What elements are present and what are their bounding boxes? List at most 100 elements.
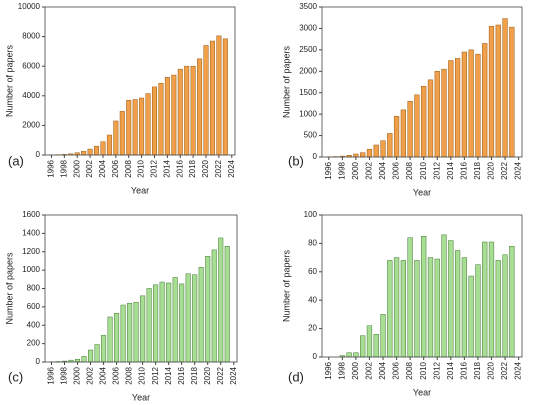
x-tick-label: 2002 bbox=[365, 161, 374, 179]
bar bbox=[114, 313, 120, 363]
bar bbox=[346, 352, 352, 358]
y-tick-label: 1200 bbox=[22, 247, 40, 256]
y-axis-label: Number of papers bbox=[4, 252, 14, 325]
bar bbox=[88, 349, 94, 363]
x-axis-label: Year bbox=[413, 387, 431, 397]
bar bbox=[448, 240, 454, 358]
y-tick-label: 200 bbox=[27, 339, 41, 348]
y-axis-label: Number of papers bbox=[281, 249, 291, 322]
bar bbox=[468, 49, 474, 158]
bar bbox=[177, 68, 183, 156]
y-tick-label: 0 bbox=[36, 150, 41, 159]
bar bbox=[509, 245, 515, 358]
bar bbox=[151, 86, 157, 156]
bar bbox=[185, 273, 191, 363]
x-tick-label: 2004 bbox=[99, 366, 108, 384]
x-tick-label: 2000 bbox=[73, 366, 82, 384]
x-tick-label: 2024 bbox=[229, 366, 238, 384]
bar bbox=[434, 71, 440, 158]
bar bbox=[454, 250, 461, 358]
y-tick-label: 0 bbox=[313, 352, 318, 361]
x-tick-label: 2002 bbox=[86, 366, 95, 384]
y-tick-label: 60 bbox=[308, 267, 317, 276]
bar bbox=[461, 257, 467, 358]
y-tick-label: 3000 bbox=[299, 24, 317, 33]
y-tick-label: 1000 bbox=[299, 109, 317, 118]
bar bbox=[171, 74, 177, 156]
bar bbox=[211, 249, 217, 363]
x-tick-label: 2020 bbox=[201, 159, 210, 177]
bar bbox=[190, 65, 196, 156]
x-tick-label: 1996 bbox=[324, 161, 333, 179]
x-tick-label: 2010 bbox=[419, 361, 428, 379]
x-tick-label: 1998 bbox=[60, 366, 69, 384]
bar bbox=[468, 275, 474, 358]
y-axis-label: Number of papers bbox=[281, 45, 291, 118]
y-tick-label: 3500 bbox=[299, 2, 317, 11]
bar bbox=[454, 58, 461, 158]
y-tick-label: 0 bbox=[313, 152, 318, 161]
bar bbox=[387, 133, 393, 158]
plot-frame bbox=[44, 6, 236, 156]
bar bbox=[94, 344, 100, 363]
x-tick-label: 2020 bbox=[203, 366, 212, 384]
bar bbox=[414, 260, 420, 358]
bar bbox=[101, 335, 107, 363]
y-tick-label: 1400 bbox=[22, 228, 40, 237]
plot-frame bbox=[321, 6, 523, 158]
bar bbox=[203, 45, 209, 156]
x-tick-label: 1998 bbox=[59, 159, 68, 177]
y-tick-label: 10000 bbox=[18, 2, 41, 11]
x-tick-label: 2008 bbox=[405, 361, 414, 379]
x-tick-label: 2014 bbox=[446, 161, 455, 179]
panel-label: (d) bbox=[288, 369, 304, 384]
x-tick-label: 2024 bbox=[514, 161, 523, 179]
x-tick-label: 2000 bbox=[72, 159, 81, 177]
bar bbox=[127, 302, 133, 363]
bar bbox=[353, 153, 359, 158]
bar bbox=[126, 99, 132, 156]
y-axis-label: Number of papers bbox=[4, 44, 14, 117]
bar bbox=[192, 274, 198, 363]
x-tick-label: 2012 bbox=[151, 366, 160, 384]
x-tick-label: 2022 bbox=[500, 361, 509, 379]
x-tick-label: 2016 bbox=[459, 361, 468, 379]
plot-frame bbox=[44, 214, 238, 363]
x-tick-label: 2018 bbox=[473, 361, 482, 379]
bar bbox=[461, 51, 467, 158]
y-tick-label: 2000 bbox=[22, 121, 40, 130]
bar bbox=[158, 82, 164, 156]
bar bbox=[197, 58, 203, 156]
bar bbox=[475, 264, 481, 358]
bar bbox=[360, 152, 366, 158]
bar bbox=[133, 302, 139, 363]
bar bbox=[87, 148, 93, 156]
bar bbox=[94, 145, 100, 156]
bar bbox=[164, 77, 170, 156]
bar bbox=[209, 40, 215, 156]
bar bbox=[145, 93, 151, 156]
y-tick-label: 400 bbox=[27, 320, 41, 329]
bar bbox=[81, 356, 87, 363]
bar bbox=[421, 236, 427, 358]
y-tick-label: 1000 bbox=[22, 265, 40, 274]
x-tick-label: 2018 bbox=[188, 159, 197, 177]
bar bbox=[216, 35, 222, 156]
bar bbox=[448, 60, 454, 158]
x-tick-label: 1996 bbox=[47, 366, 56, 384]
x-tick-label: 2016 bbox=[177, 366, 186, 384]
x-tick-label: 2008 bbox=[125, 366, 134, 384]
bar bbox=[502, 254, 508, 358]
bar bbox=[400, 260, 406, 358]
bar bbox=[353, 352, 359, 358]
bar bbox=[495, 260, 501, 358]
x-tick-label: 1998 bbox=[337, 361, 346, 379]
y-tick-label: 600 bbox=[27, 302, 41, 311]
y-tick-label: 500 bbox=[304, 131, 318, 140]
y-tick-label: 100 bbox=[304, 210, 318, 219]
y-tick-label: 80 bbox=[308, 239, 317, 248]
y-tick-label: 800 bbox=[27, 284, 41, 293]
x-tick-label: 2020 bbox=[487, 161, 496, 179]
x-tick-label: 2018 bbox=[473, 161, 482, 179]
